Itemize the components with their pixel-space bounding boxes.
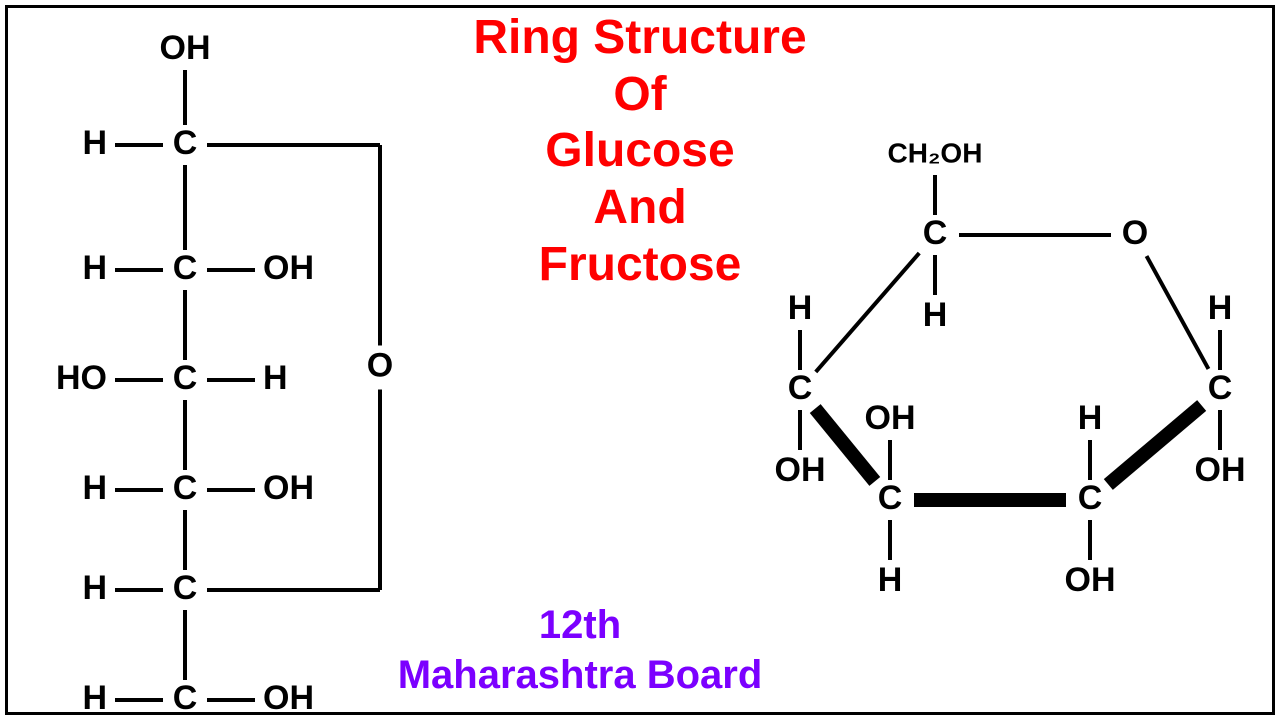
svg-text:C: C [173,249,198,287]
svg-text:OH: OH [263,679,314,717]
svg-text:O: O [367,346,393,384]
diagram-stage: Ring StructureOfGlucoseAndFructose 12thM… [0,0,1280,720]
svg-text:OH: OH [263,469,314,507]
svg-text:C: C [788,369,813,407]
fischer-structure: OHCHCHOHCHOHCHOHCHCHOHO [0,0,420,720]
svg-text:H: H [788,289,813,327]
haworth-structure: C O C C C C CH₂OH H H OH OH H H OH H OH [760,0,1280,720]
svg-text:OH: OH [775,451,826,489]
svg-text:OH: OH [1065,561,1116,599]
svg-text:OH: OH [263,249,314,287]
svg-text:OH: OH [1195,451,1246,489]
svg-text:C: C [923,214,948,252]
svg-text:C: C [1078,479,1103,517]
svg-text:C: C [173,359,198,397]
svg-text:C: C [173,469,198,507]
svg-text:H: H [1078,399,1103,437]
svg-text:H: H [878,561,903,599]
svg-text:C: C [878,479,903,517]
svg-text:C: C [173,679,198,717]
svg-text:H: H [82,124,107,162]
svg-text:C: C [1208,369,1233,407]
svg-text:H: H [923,296,948,334]
svg-text:OH: OH [865,399,916,437]
svg-text:H: H [82,569,107,607]
svg-text:OH: OH [160,29,211,67]
svg-text:H: H [1208,289,1233,327]
svg-text:C: C [173,569,198,607]
svg-text:H: H [263,359,288,397]
svg-text:H: H [82,249,107,287]
svg-text:O: O [1122,214,1148,252]
svg-text:C: C [173,124,198,162]
svg-text:H: H [82,679,107,717]
svg-text:H: H [82,469,107,507]
svg-text:CH₂OH: CH₂OH [888,137,983,168]
svg-text:HO: HO [56,359,107,397]
